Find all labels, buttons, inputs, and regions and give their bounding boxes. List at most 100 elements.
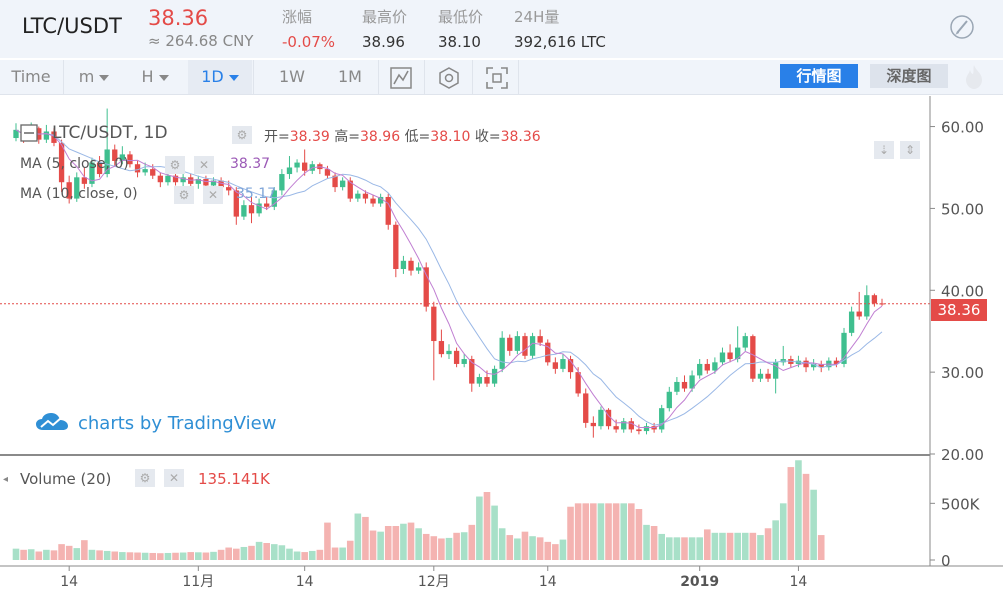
volume-bar — [666, 537, 673, 560]
volume-bar — [339, 547, 346, 560]
price-candles — [13, 108, 885, 438]
indicators-icon[interactable] — [438, 67, 460, 89]
volume-bar — [445, 537, 453, 560]
low-label: 最低价 — [438, 8, 484, 26]
volume-bar — [498, 528, 506, 560]
interval-minute-dropdown[interactable]: m — [64, 60, 124, 94]
interval-hour-dropdown[interactable]: H — [124, 60, 186, 94]
volume-bar — [377, 531, 384, 560]
ma10-line — [15, 129, 883, 426]
volume-bar — [73, 548, 81, 560]
volume-bar — [559, 539, 567, 560]
collapse-pane-icon[interactable]: ◂ — [3, 474, 9, 485]
volume-bar — [141, 552, 149, 560]
volume-bar — [255, 541, 263, 560]
volume-bar — [597, 503, 605, 560]
candle-body — [735, 347, 741, 360]
candle-body — [13, 129, 19, 139]
volume-bar — [567, 506, 574, 560]
volume-bar — [149, 552, 157, 560]
cny-price: ≈ 264.68 CNY — [148, 32, 254, 50]
high-stat: 最高价 38.96 — [362, 6, 407, 51]
scroll-down-button[interactable]: ⇣ — [874, 141, 894, 159]
tab-market-chart[interactable]: 行情图 — [780, 64, 858, 88]
candle-body — [848, 311, 855, 333]
theme-brush-icon[interactable] — [949, 14, 975, 40]
volume-bar — [134, 552, 141, 560]
volume-bar — [757, 535, 764, 560]
volume-bar — [331, 547, 339, 560]
volume-bar — [96, 550, 103, 560]
volume-bar — [741, 532, 749, 560]
candle-body — [613, 426, 619, 430]
volume-bar — [202, 552, 210, 560]
pair-name: LTC/USDT — [22, 14, 122, 38]
candle-body — [203, 178, 209, 186]
gear-icon: ⚙ — [236, 128, 248, 142]
volume-bar — [514, 538, 521, 560]
volume-bar — [764, 528, 772, 560]
volume-bar — [673, 537, 681, 560]
candle-body — [377, 196, 384, 204]
candle-body — [58, 142, 65, 183]
close-icon: ✕ — [207, 188, 219, 202]
candle-body — [264, 203, 270, 207]
candle-body — [446, 350, 452, 355]
y-tick-label: 40.00 — [941, 282, 984, 300]
candle-body — [256, 203, 262, 214]
open-value: 38.39 — [289, 129, 330, 145]
interval-time-label: Time — [11, 67, 51, 86]
candle-body — [643, 426, 650, 432]
fullscreen-icon[interactable] — [486, 67, 508, 89]
volume-bar — [696, 537, 703, 560]
change-label: 涨幅 — [282, 8, 313, 26]
ma10-remove-button[interactable]: ✕ — [203, 186, 223, 204]
interval-time[interactable]: Time — [0, 60, 62, 94]
volume-bar — [172, 552, 179, 560]
volume-bar — [544, 541, 552, 560]
volume-bar — [688, 537, 696, 560]
volume-stat: 24H量 392,616 LTC — [514, 6, 606, 51]
volume-bar — [217, 549, 225, 560]
interval-day-dropdown[interactable]: 1D — [188, 60, 252, 94]
candle-body — [522, 336, 528, 356]
interval-month[interactable]: 1M — [328, 60, 372, 94]
chart-symbol: LTC/USDT, 1D — [52, 123, 168, 143]
x-tick-label: 12月 — [418, 574, 450, 590]
volume-bar — [574, 503, 582, 560]
flame-icon[interactable] — [962, 64, 986, 90]
candle-body — [864, 295, 870, 317]
volume-bar — [240, 546, 248, 560]
candle-body — [286, 167, 293, 175]
candle-body — [438, 341, 445, 355]
candle-body — [43, 131, 50, 140]
chart-axes — [0, 96, 1003, 567]
collapse-icon[interactable] — [20, 124, 38, 142]
interval-week[interactable]: 1W — [270, 60, 314, 94]
volume-bar — [164, 552, 172, 560]
volume-bar — [468, 524, 476, 560]
x-tick-label: 11月 — [182, 574, 214, 590]
volume-remove-button[interactable]: ✕ — [164, 469, 184, 487]
close-icon: ✕ — [198, 158, 210, 172]
tab-depth-chart[interactable]: 深度图 — [870, 64, 948, 88]
volume-bar — [620, 503, 628, 560]
symbol-settings-button[interactable]: ⚙ — [232, 126, 252, 144]
candle-body — [66, 182, 72, 199]
x-tick-label: 14 — [539, 574, 557, 590]
volume-bar — [628, 503, 635, 560]
ma10-settings-button[interactable]: ⚙ — [174, 186, 194, 204]
volume-bar — [286, 548, 293, 560]
volume-bar — [590, 503, 597, 560]
candle-body — [719, 352, 726, 363]
chart-type-icon[interactable] — [390, 67, 412, 89]
candle-body — [841, 332, 847, 364]
tradingview-watermark[interactable]: charts by TradingView — [78, 413, 277, 434]
candle-body — [210, 180, 217, 186]
volume-settings-button[interactable]: ⚙ — [135, 469, 155, 487]
ma5-settings-button[interactable]: ⚙ — [165, 156, 185, 174]
candle-body — [772, 362, 779, 379]
scale-button[interactable]: ⇕ — [900, 141, 920, 159]
ma5-remove-button[interactable]: ✕ — [194, 156, 214, 174]
